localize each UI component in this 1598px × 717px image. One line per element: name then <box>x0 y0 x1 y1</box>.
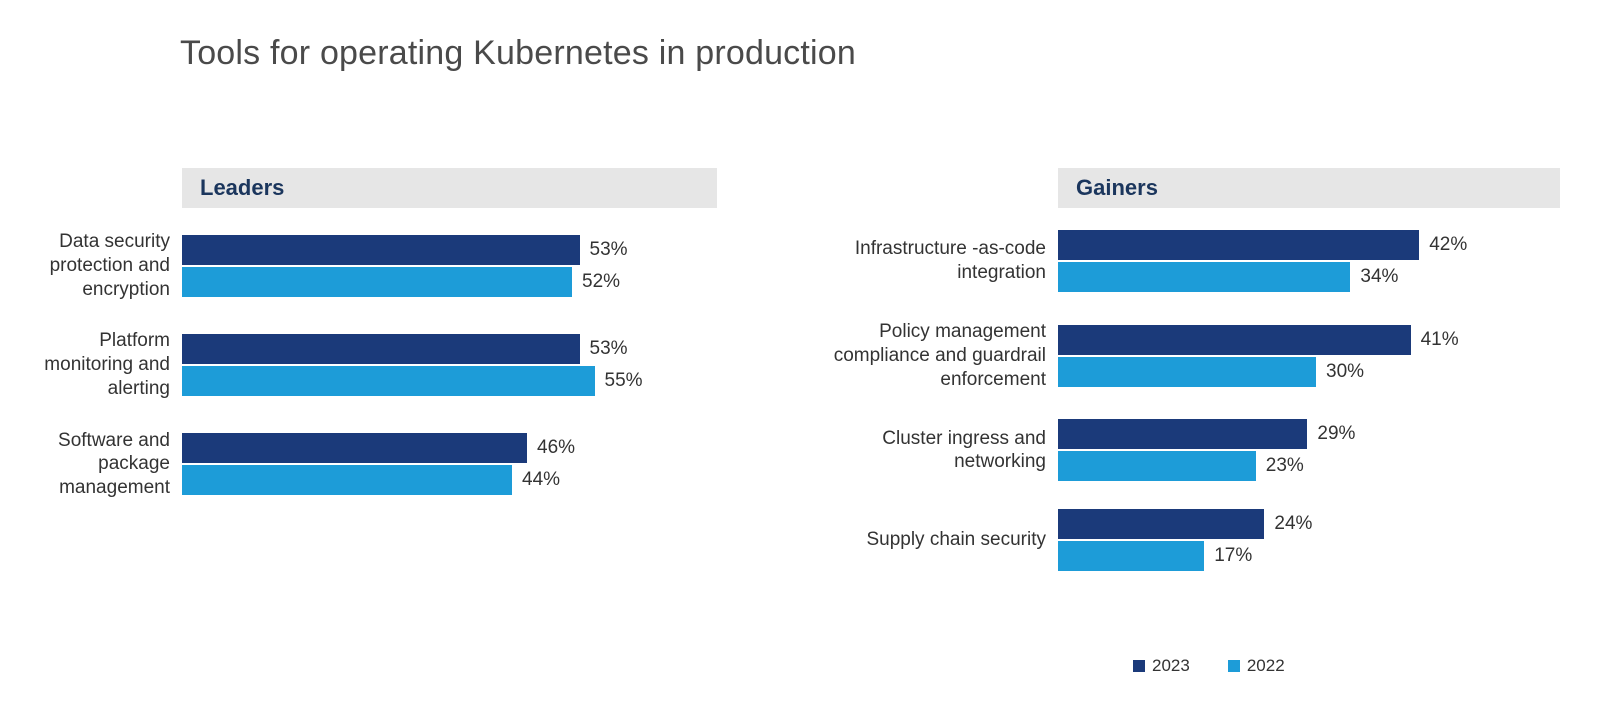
rows-gainers: Infrastructure -as-code integration 42% 34… <box>800 230 1580 571</box>
bar-value-v2022: 44% <box>522 469 560 491</box>
bar-value-v2022: 23% <box>1266 455 1304 477</box>
chart-legend: 2023 2022 <box>1133 656 1285 676</box>
bars-wrap: 29% 23% <box>1058 419 1580 481</box>
bar-v2023 <box>1058 419 1307 449</box>
bar-line-v2022: 23% <box>1058 451 1580 481</box>
bar-value-v2023: 53% <box>590 338 628 360</box>
chart-row: Infrastructure -as-code integration 42% 34… <box>800 230 1580 292</box>
bar-v2022 <box>1058 541 1204 571</box>
bar-value-v2022: 30% <box>1326 361 1364 383</box>
panel-gainers: Gainers Infrastructure -as-code integrat… <box>800 168 1580 599</box>
bar-line-v2023: 42% <box>1058 230 1580 260</box>
bar-v2022 <box>1058 262 1350 292</box>
bar-v2023 <box>182 235 580 265</box>
chart-row: Policy management compliance and guardra… <box>800 320 1580 391</box>
bar-line-v2023: 24% <box>1058 509 1580 539</box>
legend-label: 2022 <box>1247 656 1285 676</box>
bar-v2023 <box>182 433 527 463</box>
chart-row: Data security protection and encryption5… <box>10 230 750 301</box>
bar-v2022 <box>1058 357 1316 387</box>
bar-value-v2023: 53% <box>590 239 628 261</box>
bar-value-v2023: 42% <box>1429 234 1467 256</box>
bar-line-v2022: 52% <box>182 267 750 297</box>
bar-value-v2022: 17% <box>1214 545 1252 567</box>
bar-line-v2022: 17% <box>1058 541 1580 571</box>
bar-line-v2023: 53% <box>182 334 750 364</box>
rows-leaders: Data security protection and encryption5… <box>10 230 750 500</box>
row-label: Software and package management <box>10 429 182 500</box>
bars-wrap: 46%44% <box>182 433 750 495</box>
row-label: Policy management compliance and guardra… <box>800 320 1058 391</box>
bar-line-v2022: 44% <box>182 465 750 495</box>
legend-swatch <box>1228 660 1240 672</box>
row-label: Data security protection and encryption <box>10 230 182 301</box>
bar-line-v2023: 53% <box>182 235 750 265</box>
row-label: Infrastructure -as-code integration <box>800 237 1058 285</box>
bar-v2023 <box>1058 230 1419 260</box>
bar-line-v2022: 30% <box>1058 357 1580 387</box>
bar-v2022 <box>182 267 572 297</box>
bar-line-v2022: 55% <box>182 366 750 396</box>
bar-v2022 <box>182 465 512 495</box>
bar-v2022 <box>182 366 595 396</box>
bar-value-v2022: 34% <box>1360 266 1398 288</box>
bar-line-v2023: 41% <box>1058 325 1580 355</box>
legend-swatch <box>1133 660 1145 672</box>
bar-value-v2023: 24% <box>1274 513 1312 535</box>
section-header-gainers: Gainers <box>1058 168 1560 208</box>
panel-leaders: Leaders Data security protection and enc… <box>10 168 750 528</box>
bar-v2023 <box>1058 509 1264 539</box>
chart-row: Software and package management46%44% <box>10 429 750 500</box>
bar-v2023 <box>1058 325 1411 355</box>
bar-v2023 <box>182 334 580 364</box>
bar-value-v2023: 46% <box>537 437 575 459</box>
bar-line-v2023: 46% <box>182 433 750 463</box>
bar-value-v2022: 55% <box>605 370 643 392</box>
bar-v2022 <box>1058 451 1256 481</box>
page-title: Tools for operating Kubernetes in produc… <box>180 34 856 73</box>
chart-row: Platform monitoring and alerting53%55% <box>10 329 750 400</box>
section-header-leaders: Leaders <box>182 168 717 208</box>
bars-wrap: 24% 17% <box>1058 509 1580 571</box>
bars-wrap: 53%55% <box>182 334 750 396</box>
chart-row: Cluster ingress and networking 29% 23% <box>800 419 1580 481</box>
bar-line-v2023: 29% <box>1058 419 1580 449</box>
legend-item: 2022 <box>1228 656 1285 676</box>
bars-wrap: 53%52% <box>182 235 750 297</box>
bars-wrap: 42% 34% <box>1058 230 1580 292</box>
legend-label: 2023 <box>1152 656 1190 676</box>
legend-item: 2023 <box>1133 656 1190 676</box>
bar-line-v2022: 34% <box>1058 262 1580 292</box>
bar-value-v2023: 29% <box>1317 423 1355 445</box>
row-label: Supply chain security <box>800 528 1058 552</box>
row-label: Cluster ingress and networking <box>800 427 1058 475</box>
chart-row: Supply chain security 24% 17% <box>800 509 1580 571</box>
row-label: Platform monitoring and alerting <box>10 329 182 400</box>
bars-wrap: 41% 30% <box>1058 325 1580 387</box>
bar-value-v2023: 41% <box>1421 329 1459 351</box>
bar-value-v2022: 52% <box>582 271 620 293</box>
